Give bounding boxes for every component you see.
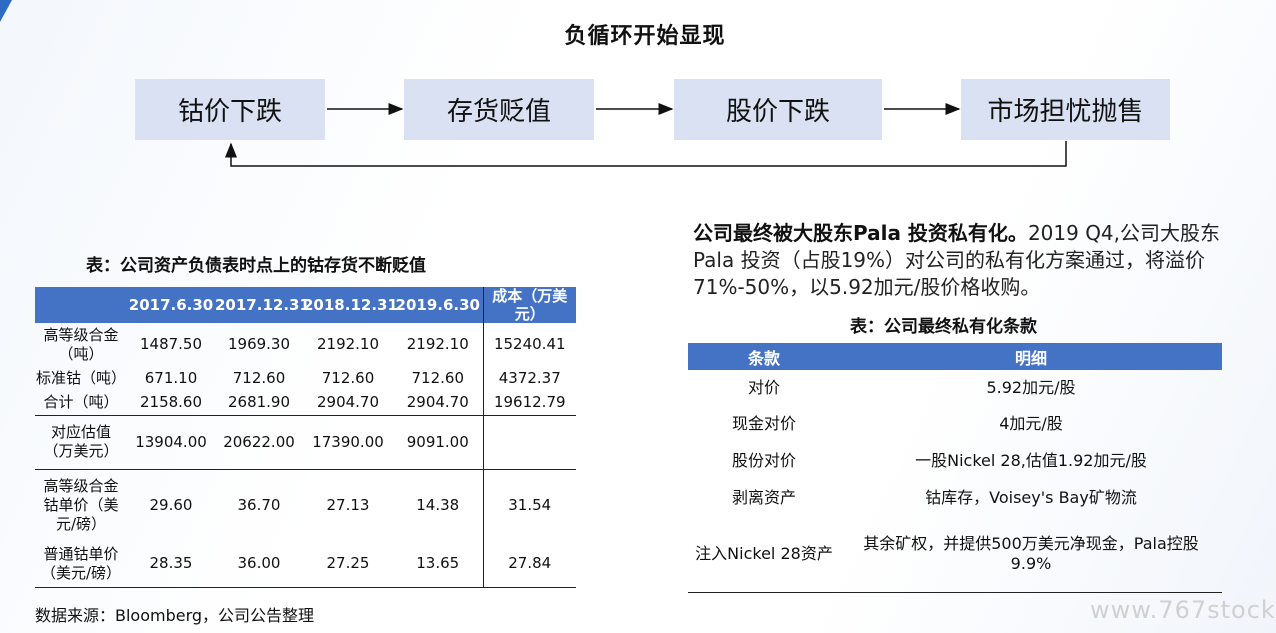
row-label: 现金对价 <box>731 414 796 433</box>
header-cell: 条款 <box>688 343 840 370</box>
table-cell: 36.00 <box>215 541 303 588</box>
table-row: 标准钴（吨） 671.10 712.60 712.60 712.60 4372.… <box>35 366 576 391</box>
table-cell: 13904.00 <box>127 415 215 470</box>
header-cell: 明细 <box>840 343 1222 370</box>
left-table-caption: 表：公司资产负债表时点上的钴存货不断贬值 <box>86 256 426 276</box>
row-label: 合计（吨） <box>35 391 127 416</box>
row-label: 高等级合金钴单价（美元/磅） <box>43 476 119 533</box>
inventory-table: 2017.6.30 2017.12.31 2018.12.31 2019.6.3… <box>35 287 576 588</box>
right-table-caption: 表：公司最终私有化条款 <box>850 317 1037 337</box>
table-row: 现金对价 4加元/股 <box>688 406 1222 442</box>
table-cell: 27.25 <box>303 541 393 588</box>
table-cell: 671.10 <box>144 369 198 387</box>
row-label: 对价 <box>747 378 780 397</box>
header-cell <box>35 287 127 323</box>
table-cell: 其余矿权，并提供500万美元净现金，Pala控股9.9% <box>840 516 1222 593</box>
table-header-row: 2017.6.30 2017.12.31 2018.12.31 2019.6.3… <box>35 287 576 323</box>
table-header-row: 条款 明细 <box>688 343 1222 370</box>
corner-decoration <box>0 0 12 22</box>
table-cell: 一股Nickel 28,估值1.92加元/股 <box>915 450 1147 470</box>
row-label: 剥离资产 <box>731 487 796 507</box>
table-cell: 15240.41 <box>482 323 576 366</box>
table-row: 对价 5.92加元/股 <box>688 370 1222 406</box>
table-cell: 5.92加元/股 <box>986 378 1076 397</box>
row-label: 标准钴（吨） <box>35 369 126 387</box>
table-cell: 13.65 <box>393 541 483 588</box>
table-cell: 2192.10 <box>406 335 469 353</box>
table-cell: 712.60 <box>321 369 375 387</box>
table-cell: 2192.10 <box>316 335 380 353</box>
table-cell: 钴库存，Voisey's Bay矿物流 <box>925 487 1137 507</box>
table-cell: 4加元/股 <box>999 414 1063 433</box>
table-cell: 19612.79 <box>482 391 576 416</box>
flow-box-market-selloff: 市场担忧抛售 <box>961 79 1170 140</box>
table-cell: 29.60 <box>149 495 193 514</box>
row-label: 注入Nickel 28资产 <box>688 516 840 593</box>
table-cell: 17390.00 <box>303 415 393 470</box>
header-cell: 2017.6.30 <box>127 287 215 323</box>
watermark: www.767stock <box>1090 596 1276 624</box>
table-cell: 1969.30 <box>227 335 291 353</box>
header-cell: 2017.12.31 <box>215 287 310 323</box>
header-cell: 2019.6.30 <box>393 287 483 323</box>
table-row: 高等级合金钴单价（美元/磅） 29.60 36.70 27.13 14.38 3… <box>35 469 576 541</box>
table-cell: 27.13 <box>326 495 370 514</box>
data-source-note: 数据来源：Bloomberg，公司公告整理 <box>35 606 315 625</box>
page-title: 负循环开始显现 <box>564 24 726 49</box>
row-label: 普通钴单价（美元/磅） <box>35 541 127 588</box>
header-cell: 成本（万美元） <box>482 287 576 323</box>
table-cell: 2904.70 <box>303 391 393 416</box>
row-label: 高等级合金（吨） <box>43 325 119 363</box>
table-cell: 712.60 <box>232 369 286 387</box>
table-cell <box>482 415 576 470</box>
table-cell: 36.70 <box>237 495 281 514</box>
table-cell: 14.38 <box>416 495 460 514</box>
table-cell: 31.54 <box>482 469 576 541</box>
table-cell: 2904.70 <box>393 391 483 416</box>
table-cell: 4372.37 <box>482 366 576 391</box>
table-row: 注入Nickel 28资产 其余矿权，并提供500万美元净现金，Pala控股9.… <box>688 516 1222 593</box>
table-row: 高等级合金（吨） 1487.50 1969.30 2192.10 2192.10… <box>35 323 576 366</box>
table-cell: 28.35 <box>127 541 215 588</box>
table-cell: 2681.90 <box>215 391 303 416</box>
row-label: 股份对价 <box>731 450 796 470</box>
flow-box-inventory-writedown: 存货贬值 <box>404 79 594 140</box>
table-cell: 1487.50 <box>139 335 203 353</box>
table-row: 对应估值（万美元） 13904.00 20622.00 17390.00 909… <box>35 415 576 470</box>
table-cell: 712.60 <box>411 369 465 387</box>
table-cell: 9091.00 <box>393 415 483 470</box>
header-cell: 2018.12.31 <box>303 287 398 323</box>
table-cell: 2158.60 <box>127 391 215 416</box>
flow-box-cobalt-price-drop: 钴价下跌 <box>135 79 325 140</box>
table-row: 剥离资产 钴库存，Voisey's Bay矿物流 <box>688 479 1222 516</box>
table-row: 股份对价 一股Nickel 28,估值1.92加元/股 <box>688 442 1222 479</box>
table-cell: 20622.00 <box>215 415 303 470</box>
table-row: 合计（吨） 2158.60 2681.90 2904.70 2904.70 19… <box>35 391 576 416</box>
paragraph-lead: 公司最终被大股东Pala 投资私有化。 <box>693 221 1028 245</box>
row-label: 对应估值（万美元） <box>35 415 127 470</box>
paragraph-text: 2019 Q4,公司大股东Pala 投资（占股19%）对公司的私有化方案通过，将… <box>693 221 1221 299</box>
privatization-paragraph: 公司最终被大股东Pala 投资私有化。2019 Q4,公司大股东Pala 投资（… <box>693 220 1223 301</box>
privatization-terms-table: 条款 明细 对价 5.92加元/股 现金对价 4加元/股 股份对价 一股Nick… <box>688 343 1222 593</box>
flow-box-share-price-drop: 股价下跌 <box>674 79 882 140</box>
table-cell: 27.84 <box>482 541 576 588</box>
table-row: 普通钴单价（美元/磅） 28.35 36.00 27.25 13.65 27.8… <box>35 541 576 588</box>
